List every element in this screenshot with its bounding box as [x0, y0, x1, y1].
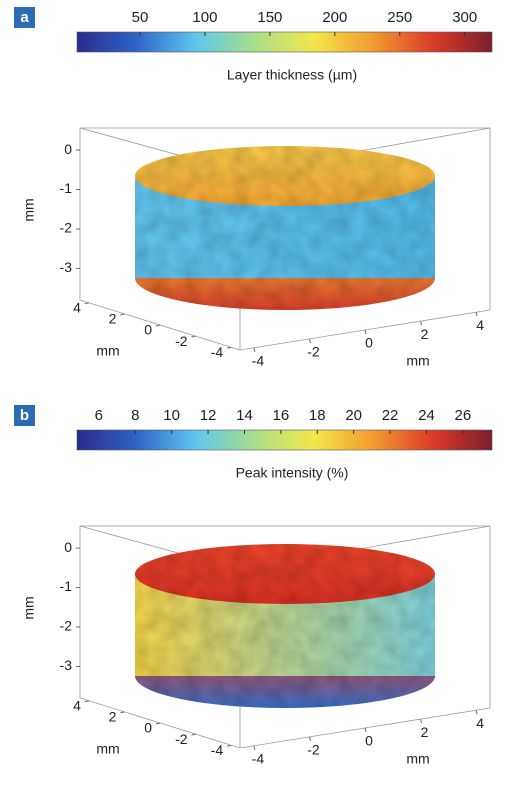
y-tick: [226, 744, 232, 747]
y-tick-label: -2: [175, 731, 188, 747]
object-top: [135, 146, 435, 206]
colorbar-tick-label: 26: [455, 407, 472, 424]
y-tick-label: 0: [144, 720, 152, 736]
y-tick-label: -4: [211, 742, 224, 758]
z-tick-label: -2: [60, 618, 73, 634]
z-tick-label: -2: [60, 220, 73, 236]
x-tick: [308, 736, 311, 742]
colorbar-tick-label: 12: [200, 407, 217, 424]
colorbar-tick-label: 250: [387, 9, 412, 26]
y-tick-label: -2: [175, 333, 188, 349]
x-tick-label: 4: [476, 715, 484, 731]
x-tick: [475, 710, 478, 715]
x-tick-label: 2: [421, 326, 429, 342]
panel-label: a: [20, 9, 29, 26]
y-tick-label: 4: [73, 299, 81, 315]
x-tick-label: -4: [252, 352, 265, 368]
colorbar-tick-label: 20: [345, 407, 362, 424]
x-tick: [364, 727, 367, 733]
colorbar-tick-label: 100: [192, 9, 217, 26]
y-tick: [120, 313, 125, 316]
x-tick: [308, 338, 311, 344]
y-axis-label: mm: [96, 741, 119, 757]
colorbar-label: Layer thickness (µm): [227, 67, 357, 83]
y-tick-label: 4: [73, 697, 81, 713]
x-tick: [253, 347, 256, 352]
y-tick-label: 0: [144, 322, 152, 338]
rendered-object: [135, 146, 435, 310]
z-tick-label: -3: [60, 259, 73, 275]
colorbar: [76, 31, 493, 53]
x-tick: [420, 320, 423, 326]
colorbar-tick-label: 300: [452, 9, 477, 26]
rendered-object: [135, 544, 435, 708]
object-top: [135, 544, 435, 604]
z-tick-label: -1: [60, 578, 73, 594]
colorbar-tick-label: 24: [418, 407, 435, 424]
x-tick-label: 4: [476, 317, 484, 333]
y-tick: [226, 346, 232, 349]
y-tick: [120, 711, 125, 714]
y-tick-label: 2: [109, 311, 117, 327]
x-tick-label: 2: [421, 724, 429, 740]
z-tick-label: -3: [60, 657, 73, 673]
y-tick: [84, 700, 90, 703]
y-tick: [191, 335, 196, 338]
x-tick: [475, 312, 478, 317]
colorbar-tick-label: 14: [236, 407, 253, 424]
x-axis-label: mm: [406, 751, 429, 767]
panel-label-box: [14, 405, 35, 426]
y-tick: [191, 733, 196, 736]
y-axis-label: mm: [96, 343, 119, 359]
colorbar: [76, 429, 493, 451]
colorbar-tick-label: 22: [382, 407, 399, 424]
z-axis-label: mm: [21, 596, 37, 619]
x-tick-label: -4: [252, 750, 265, 766]
x-axis-label: mm: [406, 353, 429, 369]
panel-label: b: [20, 407, 29, 424]
x-tick-label: -2: [307, 742, 320, 758]
y-tick: [84, 302, 90, 305]
x-tick: [253, 745, 256, 750]
y-tick: [155, 722, 161, 725]
colorbar-tick-label: 50: [132, 9, 149, 26]
z-axis-label: mm: [21, 198, 37, 221]
colorbar-tick-label: 16: [273, 407, 290, 424]
z-tick-label: 0: [64, 539, 72, 555]
x-tick: [364, 329, 367, 335]
x-tick-label: -2: [307, 344, 320, 360]
x-tick: [420, 718, 423, 724]
colorbar-label: Peak intensity (%): [236, 465, 349, 481]
colorbar-tick-label: 18: [309, 407, 326, 424]
y-tick-label: 2: [109, 709, 117, 725]
panel-label-box: [14, 7, 35, 28]
x-tick-label: 0: [365, 733, 373, 749]
colorbar-tick-label: 6: [95, 407, 103, 424]
colorbar-tick-label: 10: [163, 407, 180, 424]
y-tick: [155, 324, 161, 327]
z-tick-label: -1: [60, 180, 73, 196]
y-tick-label: -4: [211, 344, 224, 360]
colorbar-tick-label: 8: [131, 407, 139, 424]
colorbar-tick-label: 150: [257, 9, 282, 26]
colorbar-tick-label: 200: [322, 9, 347, 26]
x-tick-label: 0: [365, 335, 373, 351]
z-tick-label: 0: [64, 141, 72, 157]
